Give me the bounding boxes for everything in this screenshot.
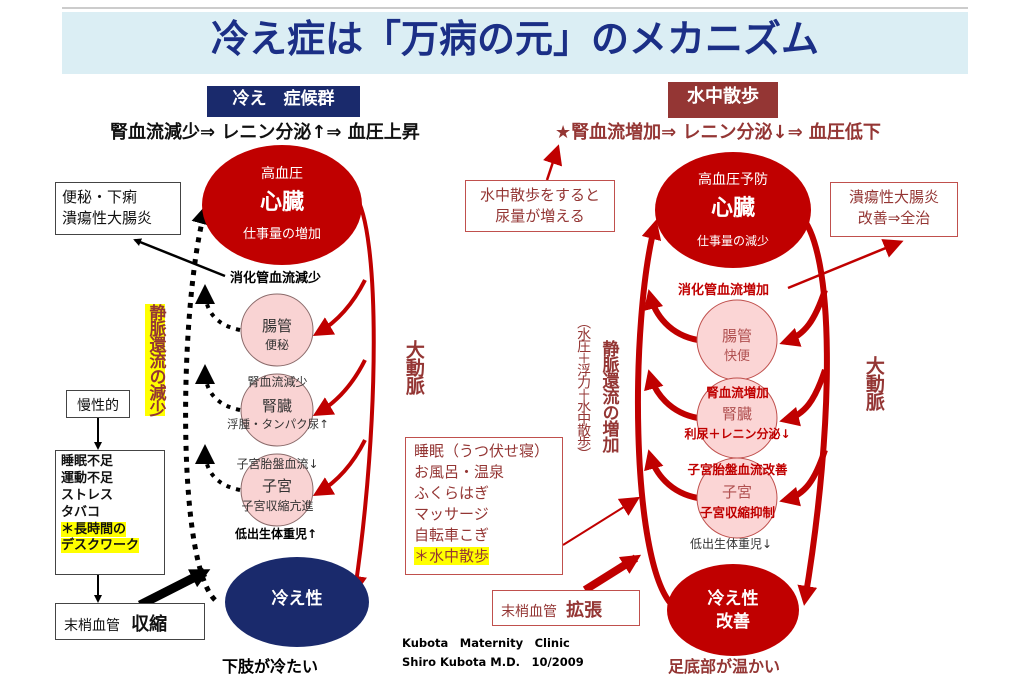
left-kidney-above: 腎血流減少 [247, 375, 308, 389]
right-intestine-sub: 快便 [723, 349, 750, 364]
right-kidney-above: 腎血流増加 [706, 385, 769, 400]
left-intestine-sub: 便秘 [264, 338, 289, 352]
right-intestine-label: 腸管 [721, 327, 752, 345]
left-cold-label: 冷え性 [271, 589, 323, 609]
peripheral-action: 拡張 [566, 600, 603, 621]
left-digestive-label: 消化管血流減少 [230, 271, 322, 286]
right-aorta-label: 大動脈 [862, 356, 885, 410]
left-uterus-sub: 子宮収縮亢進 [241, 499, 314, 513]
left-legs-label: 下肢が冷たい [222, 657, 319, 676]
left-uterus-above: 子宮胎盤血流↓ [236, 457, 319, 471]
chronic-box: 慢性的 [66, 390, 130, 418]
colitis-line: 改善⇒全治 [857, 209, 931, 227]
credit-clinic: Kubota Maternity Clinic [402, 636, 570, 650]
right-cold-line: 改善 [716, 611, 750, 632]
peripheral-label: 末梢血管 [64, 618, 120, 634]
right-uterus-above: 子宮胎盤血流改善 [687, 462, 788, 477]
right-subtitle: ★腎血流増加⇒ レニン分泌↓⇒ 血圧低下 [555, 122, 881, 143]
page-title: 冷え症は「万病の元」のメカニズム [210, 17, 819, 61]
left-header: 冷え 症候群 [232, 89, 335, 109]
left-venous-label: 静脈還流の減少 [145, 304, 166, 416]
right-venous-arrow [634, 219, 675, 608]
title-banner [62, 12, 968, 74]
right-kidney-label: 腎臓 [721, 405, 752, 423]
right-uterus-sub: 子宮収縮抑制 [699, 505, 775, 520]
right-heart-shape [655, 152, 811, 268]
remedies-box: 睡眠（うつ伏せ寝） お風呂・温泉 ふくらはぎ マッサージ 自転車こぎ ＊水中散歩 [405, 437, 563, 575]
right-heart-bottom: 仕事量の減少 [696, 234, 769, 248]
left-heart-bottom: 仕事量の増加 [242, 227, 321, 242]
right-uterus-label: 子宮 [721, 483, 752, 501]
left-subtitle: 腎血流減少⇒ レニン分泌↑⇒ 血圧上昇 [110, 122, 420, 143]
left-uterus-label: 子宮 [261, 477, 292, 495]
right-cold-label: 冷え性 改善 [667, 588, 799, 634]
cause-item-highlight: ＊長時間の [61, 521, 127, 537]
left-cold-shape [225, 557, 369, 647]
left-venous-arrow [183, 204, 217, 602]
right-aorta-arrow [797, 212, 830, 606]
symptom-line: 潰瘍性大腸炎 [62, 209, 153, 227]
cause-item: ストレス [61, 487, 114, 503]
colitis-box: 潰瘍性大腸炎 改善⇒全治 [830, 182, 958, 237]
right-feet-label: 足底部が温かい [668, 657, 781, 676]
right-heart-top: 高血圧予防 [698, 172, 768, 188]
right-heart-label: 心臓 [710, 196, 755, 221]
right-cold-line: 冷え性 [707, 589, 759, 609]
left-heart-shape [202, 145, 362, 265]
right-cold-shape [667, 564, 799, 656]
urine-box: 水中散歩をすると 尿量が増える [465, 180, 615, 232]
symptom-line: 便秘・下痢 [62, 188, 138, 206]
peripheral-action: 収縮 [131, 614, 168, 635]
left-header-box [207, 86, 360, 117]
remedy-item: 自転車こぎ [414, 526, 490, 544]
remedy-item: 睡眠（うつ伏せ寝） [414, 442, 550, 460]
left-heart-top: 高血圧 [261, 166, 303, 182]
left-kidney-label: 腎臓 [261, 397, 292, 415]
left-heart-label: 心臓 [259, 190, 304, 215]
right-digestive-label: 消化管血流増加 [678, 283, 770, 298]
colitis-line: 潰瘍性大腸炎 [848, 188, 939, 206]
left-aorta-arrow [347, 193, 376, 596]
right-low-birth: 低出生体重児↓ [690, 537, 773, 551]
cause-item-highlight: デスクワーク [61, 538, 140, 554]
left-kidney-sub: 浮腫・タンパク尿↑ [227, 417, 329, 431]
remedy-item-highlight: ＊水中散歩 [414, 547, 490, 565]
right-kidney-sub: 利尿＋レニン分泌↓ [684, 427, 791, 441]
left-peripheral-box: 末梢血管 収縮 [55, 603, 205, 640]
urine-line: 尿量が増える [495, 207, 585, 225]
left-symptom-box: 便秘・下痢 潰瘍性大腸炎 [55, 182, 181, 235]
cause-item: 睡眠不足 [61, 454, 114, 469]
left-low-birth: 低出生体重児↑ [235, 527, 318, 541]
peripheral-label: 末梢血管 [501, 604, 557, 620]
cause-item: 運動不足 [61, 470, 114, 486]
right-venous-label: 静脈還流の増加 [598, 340, 619, 452]
cause-item: タバコ [61, 504, 101, 520]
right-water-label: （水圧＋浮力＋水中散歩） [575, 315, 592, 459]
remedy-item: マッサージ [414, 505, 489, 523]
urine-line: 水中散歩をすると [479, 186, 600, 204]
left-aorta-label: 大動脈 [402, 340, 425, 394]
credit-author: Shiro Kubota M.D. 10/2009 [402, 655, 584, 669]
remedy-item: ふくらはぎ [414, 484, 490, 502]
left-intestine-label: 腸管 [261, 317, 292, 335]
right-header-box [668, 82, 778, 118]
causes-box: 睡眠不足 運動不足 ストレス タバコ ＊長時間の デスクワーク [55, 450, 165, 575]
right-peripheral-box: 末梢血管 拡張 [492, 590, 640, 626]
remedy-item: お風呂・温泉 [414, 463, 505, 481]
right-header: 水中散歩 [687, 86, 759, 107]
